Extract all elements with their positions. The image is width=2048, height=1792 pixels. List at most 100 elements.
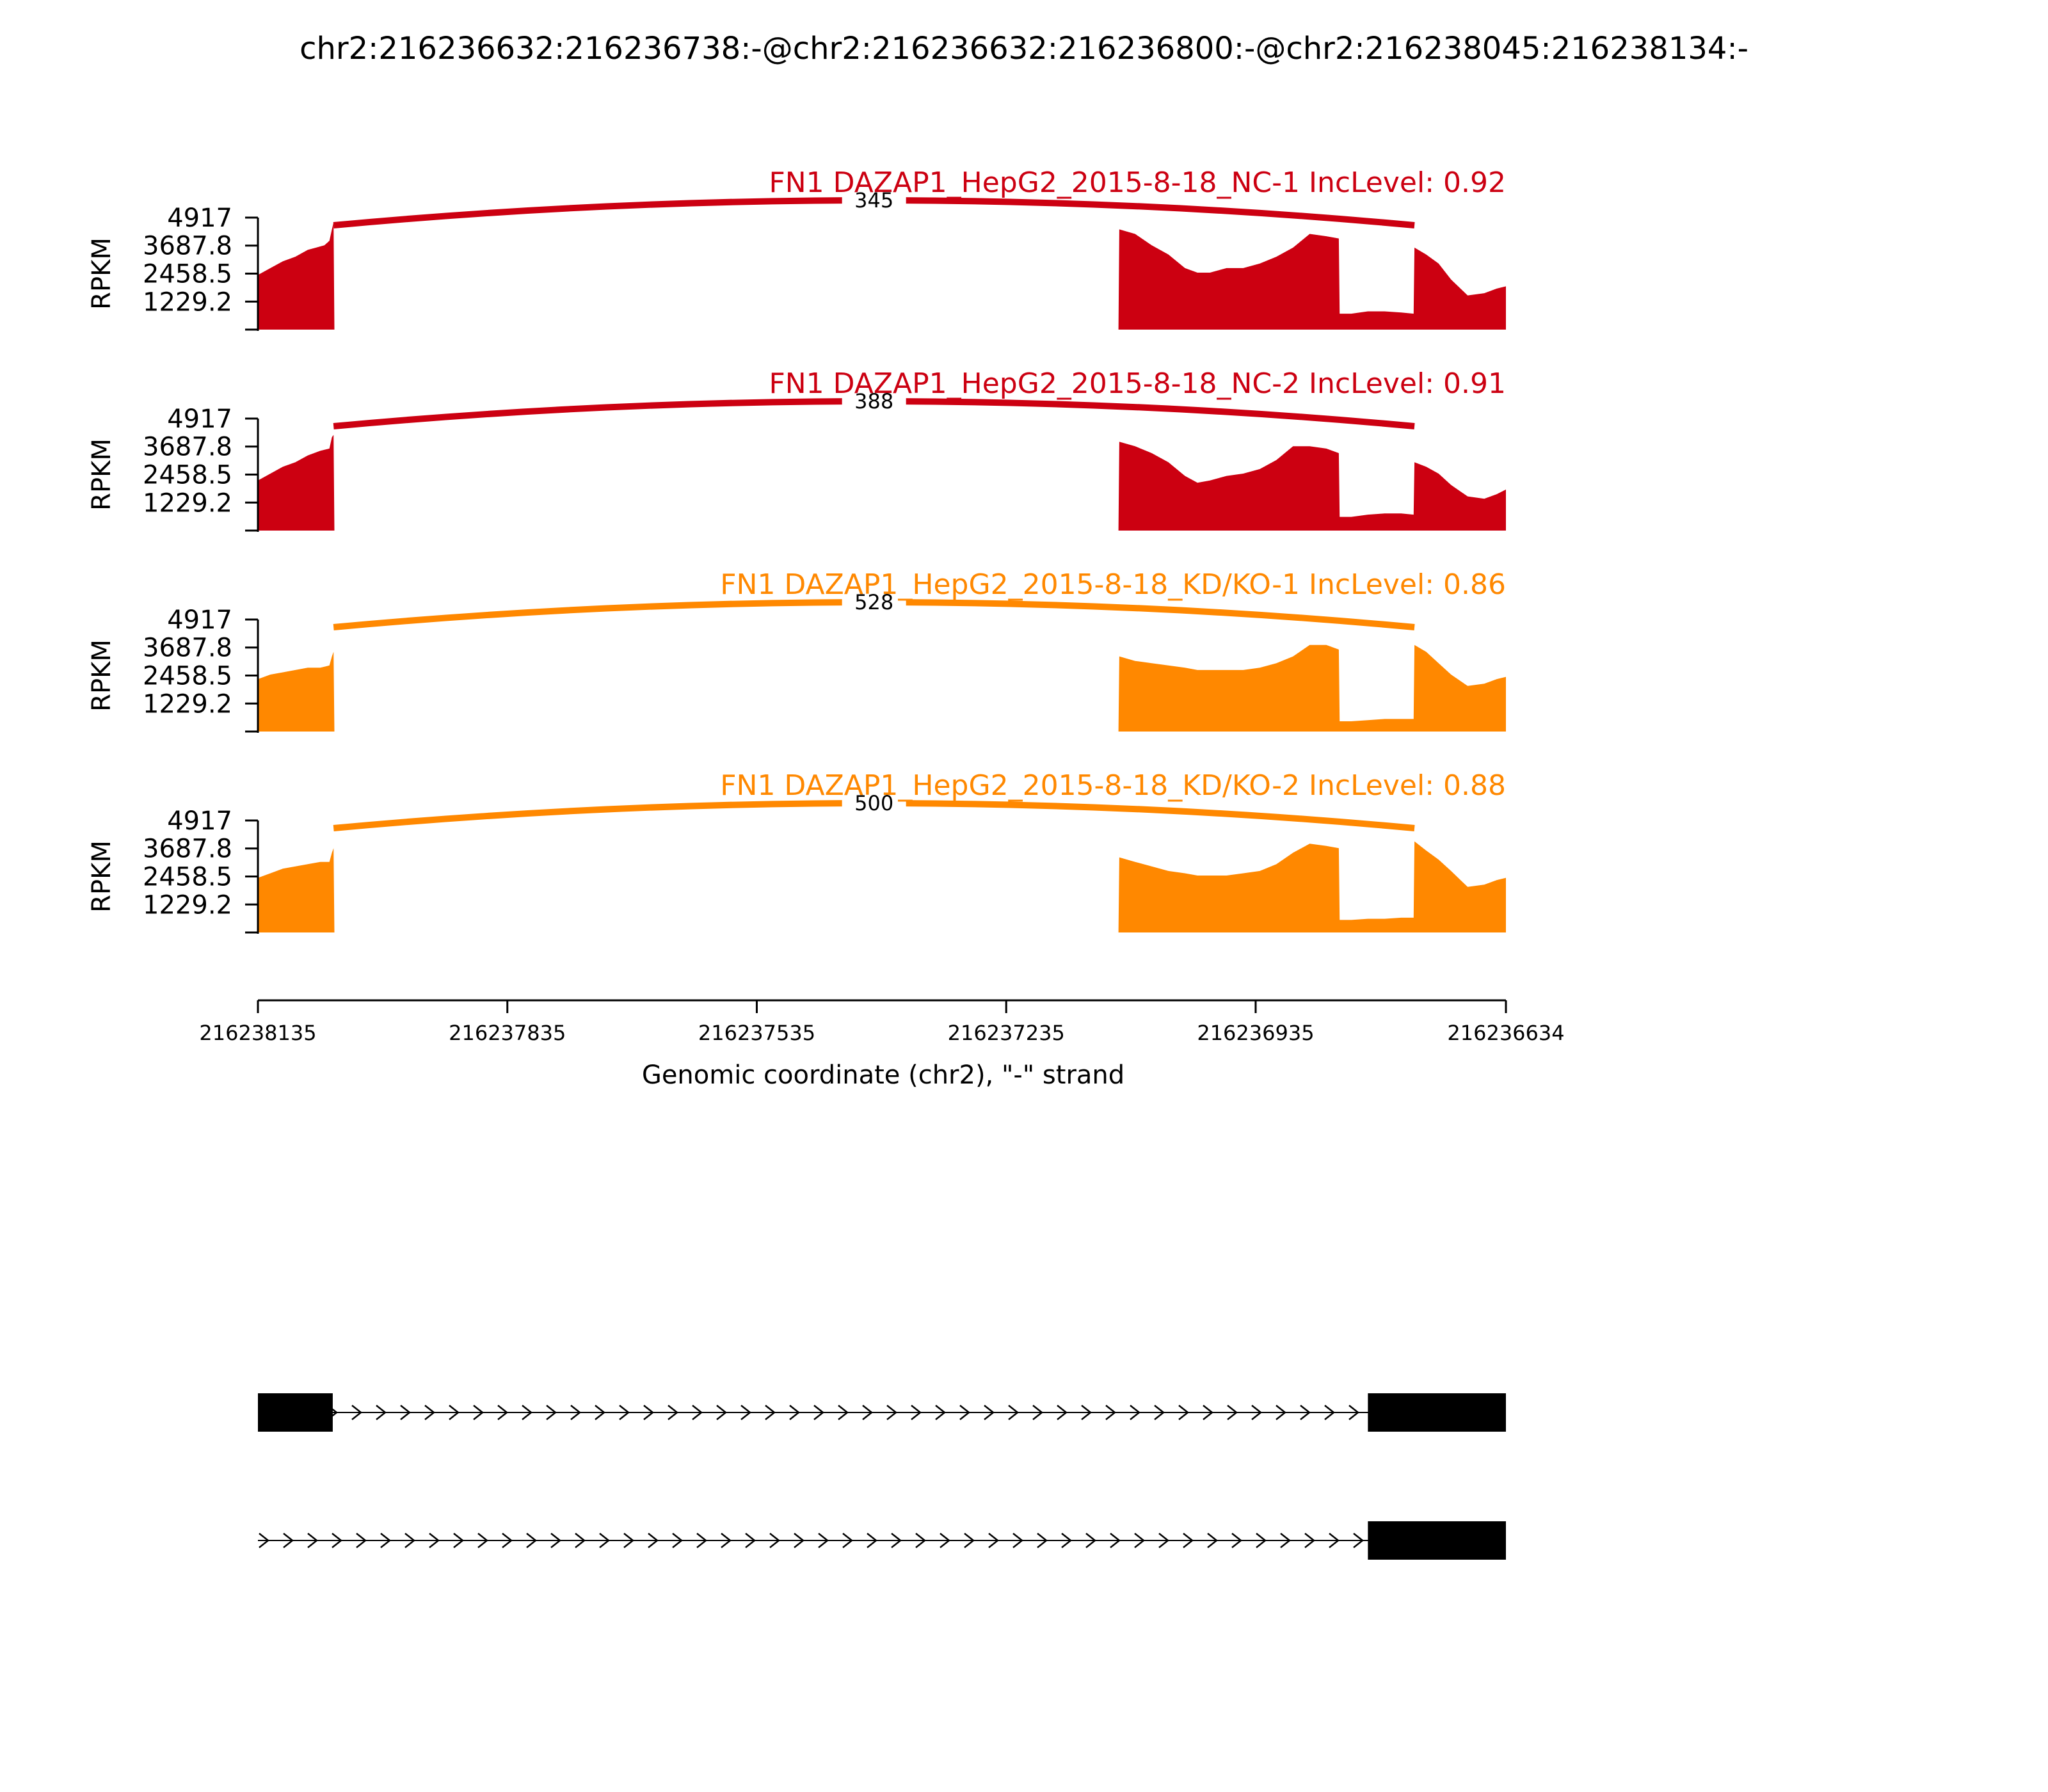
junction-count: 388 [854,389,893,413]
strand-chevron [497,1405,509,1420]
x-tick-label: 216237235 [948,1021,1065,1045]
x-tick-label: 216236935 [1197,1021,1314,1045]
strand-chevron [867,1533,878,1548]
strand-chevron [769,1533,781,1548]
strand-chevron [959,1405,971,1420]
strand-chevron [477,1533,489,1548]
strand-chevron [259,1533,270,1548]
strand-chevron [1057,1405,1068,1420]
strand-chevron [1158,1533,1170,1548]
strand-chevron [1085,1533,1097,1548]
strand-chevron [1154,1405,1165,1420]
strand-chevron [794,1533,805,1548]
y-tick-label: 2458.5 [143,461,232,490]
strand-chevron [716,1405,728,1420]
strand-chevron [1251,1405,1263,1420]
junction-count-bg [842,190,906,211]
x-tick-label: 216237835 [449,1021,566,1045]
strand-chevron [915,1533,927,1548]
strand-chevron [380,1533,392,1548]
y-tick-label: 3687.8 [143,634,232,663]
strand-chevron [696,1533,708,1548]
strand-chevron [526,1533,538,1548]
x-axis-label: Genomic coordinate (chr2), "-" strand [642,1060,1124,1090]
strand-chevron [765,1405,776,1420]
coverage-area [258,644,1506,732]
strand-chevron [351,1405,363,1420]
strand-chevron [692,1405,703,1420]
strand-chevron [1130,1405,1141,1420]
y-tick-label: 3687.8 [143,835,232,864]
strand-chevron [429,1533,440,1548]
strand-chevron [619,1405,630,1420]
strand-chevron [988,1533,1000,1548]
junction-count-bg [842,793,906,813]
y-tick-label: 3687.8 [143,433,232,462]
strand-chevron [789,1405,801,1420]
y-tick-label: 4917 [167,605,232,635]
strand-chevron [1081,1405,1092,1420]
strand-chevron [1276,1405,1287,1420]
sample-label: FN1 DAZAP1_HepG2_2015-8-18_NC-2 IncLevel… [769,367,1506,400]
junction-count: 528 [854,590,893,614]
y-tick-label: 1229.2 [143,689,232,719]
strand-chevron [1110,1533,1121,1548]
strand-chevron [424,1405,436,1420]
junction-count: 345 [854,188,893,212]
strand-chevron [1105,1405,1117,1420]
exon-block [258,1393,333,1432]
chart-title: chr2:216236632:216236738:-@chr2:21623663… [300,31,1748,67]
strand-chevron [1037,1533,1048,1548]
strand-chevron [332,1533,343,1548]
y-tick-label: 1229.2 [143,287,232,317]
strand-chevron [376,1405,387,1420]
strand-chevron [473,1405,484,1420]
strand-chevron [1329,1533,1340,1548]
y-tick-label: 2458.5 [143,662,232,691]
strand-chevron [356,1533,367,1548]
strand-chevron [721,1533,732,1548]
strand-chevron [283,1533,294,1548]
strand-chevron [813,1405,825,1420]
strand-chevron [404,1533,416,1548]
strand-chevron [1032,1405,1044,1420]
strand-chevron [1300,1405,1311,1420]
x-axis: 216238135 216237835 216237535 216237235 2162… [199,999,1565,1045]
strand-chevron [1324,1405,1336,1420]
strand-chevron [449,1405,460,1420]
strand-chevron [643,1405,655,1420]
y-tick-label: 1229.2 [143,488,232,518]
strand-chevron [400,1405,412,1420]
strand-chevron [1178,1405,1190,1420]
strand-chevron [984,1405,995,1420]
strand-chevron [1231,1533,1243,1548]
strand-chevron [1256,1533,1267,1548]
strand-chevron [964,1533,975,1548]
strand-chevron [668,1405,679,1420]
junction-count-bg [842,391,906,412]
exon-block [1368,1521,1506,1560]
coverage-area [258,222,1506,330]
strand-chevron [1134,1533,1146,1548]
strand-chevron [307,1533,319,1548]
y-axis-label: RPKM [87,438,116,511]
strand-chevron [570,1405,582,1420]
strand-chevron [745,1533,756,1548]
strand-chevron [862,1405,874,1420]
strand-chevron [1304,1533,1316,1548]
y-tick-label: 2458.5 [143,260,232,289]
strand-chevron [1227,1405,1238,1420]
strand-chevron [522,1405,533,1420]
strand-chevron [1207,1533,1219,1548]
strand-chevron [595,1405,606,1420]
isoform-track [258,1393,1506,1560]
strand-chevron [1348,1405,1360,1420]
strand-chevron [1061,1533,1073,1548]
strand-chevron [1008,1405,1020,1420]
coverage-area [258,841,1506,932]
